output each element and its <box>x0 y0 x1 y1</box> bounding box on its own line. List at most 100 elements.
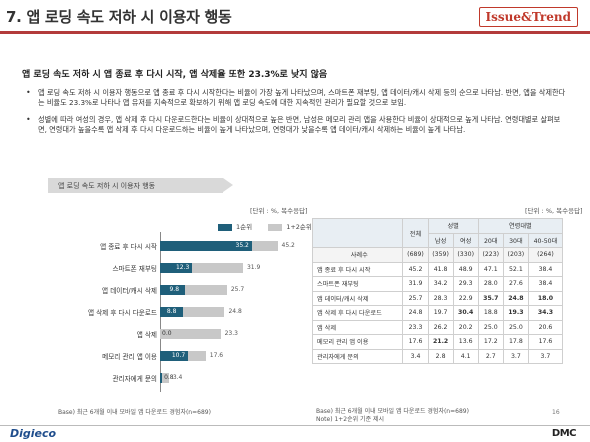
chart-row: 메모리 관리 앱 이용 10.7 17.6 <box>50 350 300 362</box>
value-label-first: 9.8 <box>169 286 180 293</box>
legend-item-second: 1+2순위 <box>268 221 312 231</box>
legend-item-first: 1순위 <box>218 221 252 231</box>
bar-second <box>160 329 221 339</box>
value-label-second: 23.3 <box>224 330 238 337</box>
table-cell: 3.4 <box>402 348 429 364</box>
page-header: 7. 앱 로딩 속도 저하 시 이용자 행동 Issue&Trend <box>0 0 590 34</box>
table-cell: 22.9 <box>452 290 479 306</box>
table-cell: (223) <box>477 247 504 263</box>
table-row: 스마트폰 재부팅 31.9 34.2 29.3 28.0 27.6 38.4 <box>311 276 564 292</box>
value-label-second: 24.8 <box>228 308 242 315</box>
table-cell: 20.6 <box>527 319 564 335</box>
table-row-label: 앱 삭제 <box>311 319 404 335</box>
legend-label-second: 1+2순위 <box>286 223 312 231</box>
value-label-first: 10.7 <box>171 352 186 359</box>
table-cell: 25.0 <box>477 319 504 335</box>
value-label-second: 31.9 <box>246 264 261 271</box>
chart-base-note: Base) 최근 6개월 이내 모바일 앱 다운로드 경험자(n=689) <box>58 409 211 416</box>
table-corner <box>311 218 404 248</box>
table-cell: 24.8 <box>402 305 429 321</box>
table-cell: 24.8 <box>502 290 529 306</box>
table-cell: 19.3 <box>502 305 529 321</box>
table-cell: 48.9 <box>452 261 479 277</box>
bar-first <box>160 241 252 251</box>
table-cell: 23.3 <box>402 319 429 335</box>
table-cell: 25.0 <box>502 319 529 335</box>
table-cell: 18.0 <box>527 290 564 306</box>
table-cell: 28.3 <box>427 290 454 306</box>
bar-first <box>160 351 188 361</box>
table-col-header: 남성 <box>427 232 454 248</box>
bar-first <box>160 285 186 295</box>
table-row: 관리자에게 문의 3.4 2.8 4.1 2.7 3.7 3.7 <box>311 348 564 364</box>
bar-second <box>160 307 225 317</box>
table-cell: 30.4 <box>452 305 479 321</box>
category-label: 메모리 관리 앱 이용 <box>102 353 157 361</box>
table-cell: 25.7 <box>402 290 429 306</box>
chart-row: 앱 삭제 후 다시 다운로드 8.8 24.8 <box>50 306 300 318</box>
table-col-header: 20대 <box>477 232 504 248</box>
bar-first <box>160 373 163 383</box>
table-row: 앱 삭제 후 다시 다운로드 24.8 19.7 30.4 18.8 19.3 34.3 <box>311 305 564 321</box>
bullet-item: 성별에 따라 여성의 경우, 앱 삭제 후 다시 다운로드한다는 비율이 상대적… <box>26 115 568 136</box>
page-number: 16 <box>552 409 560 416</box>
brand-logo: Issue&Trend <box>478 7 578 27</box>
table-cell: 34.3 <box>527 305 564 321</box>
table-cell: 20.2 <box>452 319 479 335</box>
table-cell: 28.0 <box>477 276 504 292</box>
bar-second <box>160 285 227 295</box>
table-cell: 41.8 <box>427 261 454 277</box>
table-cell: 21.2 <box>427 334 454 350</box>
digieco-logo: Digieco <box>10 427 57 440</box>
page-title: 7. 앱 로딩 속도 저하 시 이용자 행동 <box>6 8 232 26</box>
table-cell: 34.2 <box>427 276 454 292</box>
table-base-note: Base) 최근 6개월 이내 모바일 앱 다운로드 경험자(n=689) No… <box>316 408 469 423</box>
category-label: 관리자에게 문의 <box>112 375 157 383</box>
table-cell: 38.4 <box>527 276 564 292</box>
value-label-second: 17.6 <box>209 352 224 359</box>
table-cell: 2.8 <box>427 348 454 364</box>
section-headline: 앱 로딩 속도 저하 시 앱 종료 후 다시 시작, 앱 삭제율 또한 23.3… <box>22 70 328 80</box>
value-label-first: 12.3 <box>175 264 190 271</box>
table-cell: 3.7 <box>527 348 564 364</box>
table-base-text: Base) 최근 6개월 이내 모바일 앱 다운로드 경험자(n=689) <box>316 408 469 415</box>
table-cell: 17.6 <box>402 334 429 350</box>
table-cell: 35.7 <box>477 290 504 306</box>
table-n-label: 사례수 <box>311 247 404 263</box>
table-row-label: 메모리 관리 앱 이용 <box>311 334 404 350</box>
table-cell: 3.7 <box>502 348 529 364</box>
table-cell: 17.6 <box>527 334 564 350</box>
table-note-text: Note) 1+2순위 기준 제시 <box>316 415 385 423</box>
table-cell: 52.1 <box>502 261 529 277</box>
table-cell: 26.2 <box>427 319 454 335</box>
value-label-second: 45.2 <box>281 242 295 249</box>
table-cell: (264) <box>527 247 564 263</box>
chart-panel-title: 앱 로딩 속도 저하 시 이용자 행동 <box>48 178 233 193</box>
table-col-header: 여성 <box>452 232 479 248</box>
header-divider <box>0 31 590 34</box>
table-row-label: 앱 종료 후 다시 시작 <box>311 261 404 277</box>
chart-row: 앱 데이터/캐시 삭제 9.8 25.7 <box>50 284 300 296</box>
bar-first <box>160 263 192 273</box>
table-cell: 19.7 <box>427 305 454 321</box>
category-label: 앱 삭제 <box>136 331 157 339</box>
table-row: 메모리 관리 앱 이용 17.6 21.2 13.6 17.2 17.8 17.6 <box>311 334 564 350</box>
table-cell: 17.8 <box>502 334 529 350</box>
chart-row: 앱 삭제 0.0 23.3 <box>50 328 300 340</box>
page-footer: Digieco DMC <box>0 425 590 442</box>
table-cell: 18.8 <box>477 305 504 321</box>
table-cell: (359) <box>427 247 454 263</box>
category-label: 앱 종료 후 다시 시작 <box>100 243 157 251</box>
table-cell: 4.1 <box>452 348 479 364</box>
bar-first <box>160 307 183 317</box>
category-label: 앱 데이터/캐시 삭제 <box>102 287 157 295</box>
table-cell: 13.6 <box>452 334 479 350</box>
table-cell: (689) <box>402 247 429 263</box>
chart-row: 관리자에게 문의 0.8 3.4 <box>50 372 300 384</box>
table-row-label: 앱 데이터/캐시 삭제 <box>311 290 404 306</box>
chart-unit-label: [단위 : %, 복수응답] <box>250 207 308 215</box>
table-cell: 31.9 <box>402 276 429 292</box>
table-row: 앱 데이터/캐시 삭제 25.7 28.3 22.9 35.7 24.8 18.0 <box>311 290 564 306</box>
table-header-total: 전체 <box>402 218 429 248</box>
table-group-age: 연령대별 <box>477 218 564 234</box>
